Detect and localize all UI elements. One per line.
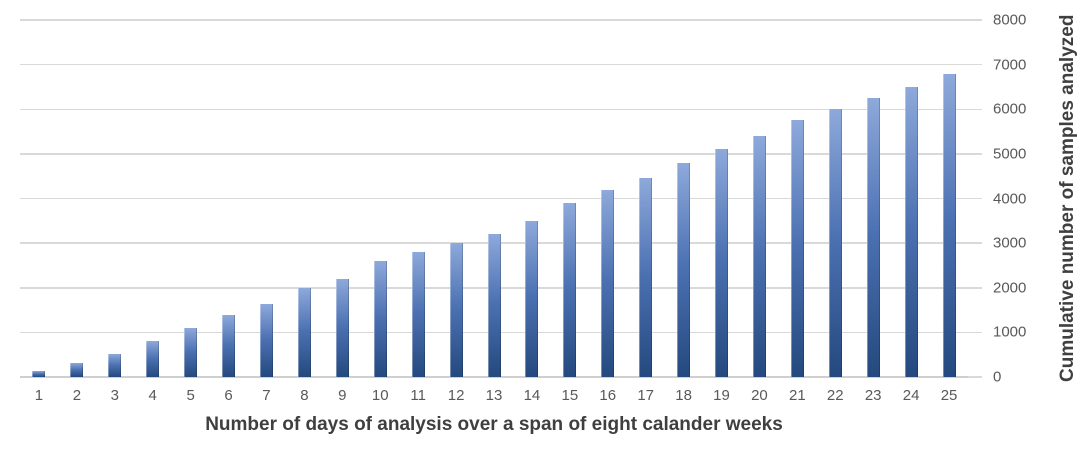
- gridline-6000: [20, 108, 968, 110]
- bar-day-18: [677, 162, 691, 377]
- gridline-0: [20, 376, 968, 378]
- bar-day-14: [525, 220, 539, 377]
- bar-day-3: [108, 353, 122, 377]
- y-tick-mark: [968, 197, 982, 200]
- bar-day-21: [790, 120, 804, 377]
- y-tick-mark: [968, 63, 982, 66]
- bar-day-19: [715, 149, 729, 377]
- x-axis-tick-label: 6: [224, 387, 233, 404]
- x-axis-tick-label: 2: [72, 387, 82, 404]
- bar-day-12: [449, 243, 463, 377]
- gridline-8000: [20, 19, 968, 21]
- bar-day-2: [70, 362, 84, 377]
- y-tick-mark: [968, 242, 982, 244]
- y-axis-tick-label: 8000: [993, 11, 1027, 29]
- y-tick-mark: [968, 19, 982, 21]
- x-axis-tick-label: 25: [940, 387, 958, 404]
- bar-day-11: [411, 252, 425, 377]
- x-axis-tick-label: 24: [902, 387, 920, 404]
- x-axis-tick-label: 11: [410, 387, 426, 404]
- y-axis-tick-label: 2000: [993, 279, 1027, 297]
- x-axis-title: Number of days of analysis over a span o…: [205, 414, 783, 435]
- y-axis-tick-label: 7000: [993, 56, 1027, 74]
- y-tick-mark: [968, 331, 982, 334]
- bar-day-13: [487, 234, 501, 377]
- bar-day-4: [146, 341, 160, 377]
- bar-day-5: [184, 327, 198, 377]
- x-axis-tick-label: 19: [713, 387, 730, 404]
- gridline-5000: [20, 153, 968, 155]
- y-axis-tick-label: 0: [993, 368, 1002, 386]
- x-axis-tick-label: 8: [300, 387, 309, 404]
- y-tick-mark: [968, 108, 982, 110]
- bar-day-20: [752, 136, 766, 377]
- x-axis-tick-label: 5: [186, 387, 195, 404]
- plot-area: [20, 19, 968, 378]
- gridline-4000: [20, 197, 968, 200]
- x-axis-tick-label: 23: [864, 387, 882, 404]
- x-axis-tick-label: 9: [338, 387, 347, 404]
- y-tick-mark: [968, 153, 982, 155]
- bar-day-16: [601, 189, 615, 377]
- bar-day-10: [373, 260, 387, 377]
- y-axis-tick-label: 1000: [993, 323, 1027, 341]
- gridline-7000: [20, 63, 968, 66]
- bar-day-6: [222, 314, 236, 377]
- y-axis-tick-label: 3000: [993, 234, 1027, 252]
- x-axis-tick-label: 10: [371, 387, 389, 404]
- bar-day-22: [828, 109, 842, 377]
- bar-day-24: [904, 86, 918, 377]
- x-axis-tick-label: 14: [523, 387, 541, 404]
- y-tick-mark: [968, 376, 982, 378]
- bar-day-7: [259, 304, 273, 377]
- y-axis-tick-label: 6000: [993, 100, 1027, 118]
- y-axis-title: Cumulative number of samples analyzed: [1057, 14, 1078, 383]
- bar-day-23: [866, 98, 880, 377]
- bar-day-8: [297, 287, 311, 377]
- x-axis-tick-label: 21: [789, 387, 806, 404]
- x-axis-tick-label: 22: [826, 387, 844, 404]
- x-axis-tick-label: 16: [599, 387, 617, 404]
- x-axis-tick-label: 18: [675, 387, 692, 404]
- bar-day-1: [32, 371, 46, 377]
- y-axis-tick-label: 4000: [993, 190, 1027, 207]
- x-axis-tick-label: 20: [751, 387, 768, 404]
- x-axis-tick-label: 3: [110, 387, 119, 404]
- x-axis-tick-label: 7: [262, 387, 271, 404]
- x-axis-tick-label: 17: [637, 387, 655, 404]
- y-axis-tick-label: 5000: [993, 145, 1027, 163]
- x-axis-tick-label: 15: [561, 387, 579, 404]
- x-axis-tick-label: 12: [447, 387, 465, 404]
- bar-day-15: [563, 202, 577, 377]
- x-axis-tick-label: 1: [34, 387, 44, 404]
- x-axis-tick-label: 13: [485, 387, 503, 404]
- bar-day-25: [942, 73, 956, 377]
- bar-day-17: [639, 178, 653, 377]
- bar-day-9: [335, 278, 349, 377]
- x-axis-tick-label: 4: [148, 387, 157, 404]
- y-tick-mark: [968, 287, 982, 289]
